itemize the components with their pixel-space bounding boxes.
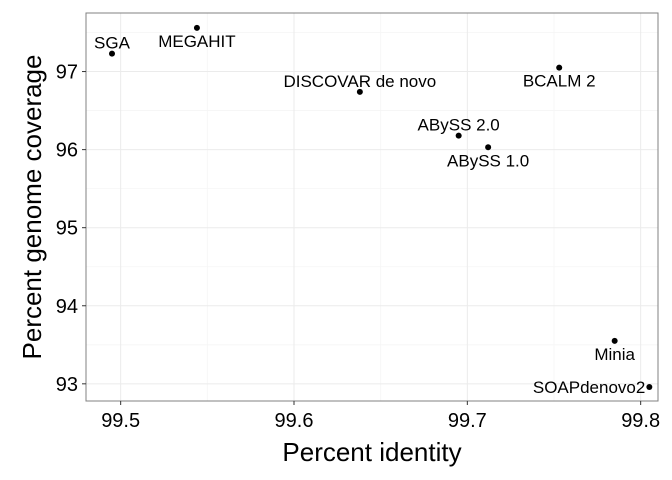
x-axis-title: Percent identity [282,437,461,467]
x-axis: 99.5 99.6 99.7 99.8 [101,401,660,432]
data-point [485,144,492,151]
x-tick-label: 99.8 [621,410,660,432]
y-axis: 93 94 95 96 97 [56,62,86,396]
point-label: SOAPdenovo2 [533,378,645,397]
point-label: Minia [594,345,635,364]
point-label: ABySS 1.0 [447,151,529,170]
point-label: MEGAHIT [158,32,235,51]
x-tick-label: 99.5 [101,410,140,432]
data-point [109,50,115,57]
y-tick-label: 97 [56,62,78,84]
point-label: ABySS 2.0 [418,116,500,135]
data-point [193,24,200,31]
data-point [455,132,462,139]
y-axis-title: Percent genome coverage [17,55,47,360]
point-label: BCALM 2 [523,72,596,91]
data-point [356,88,363,95]
panel-background [86,13,658,401]
data-point [556,64,563,71]
data-point [611,337,618,344]
y-tick-label: 96 [56,140,78,162]
panel-border [85,12,659,402]
data-points [109,24,653,390]
point-label: SGA [94,34,131,53]
point-label: DISCOVAR de novo [283,72,436,91]
x-tick-label: 99.7 [448,410,487,432]
y-tick-label: 94 [56,296,78,318]
x-tick-label: 99.6 [275,410,314,432]
point-labels: SGA MEGAHIT DISCOVAR de novo BCALM 2 ABySS 2… [94,32,645,397]
plot-panel: SGA MEGAHIT DISCOVAR de novo BCALM 2 ABySS 2… [85,12,659,402]
data-point [646,383,653,390]
grid-lines [86,13,658,401]
y-tick-label: 95 [56,218,78,240]
y-tick-label: 93 [56,374,78,396]
